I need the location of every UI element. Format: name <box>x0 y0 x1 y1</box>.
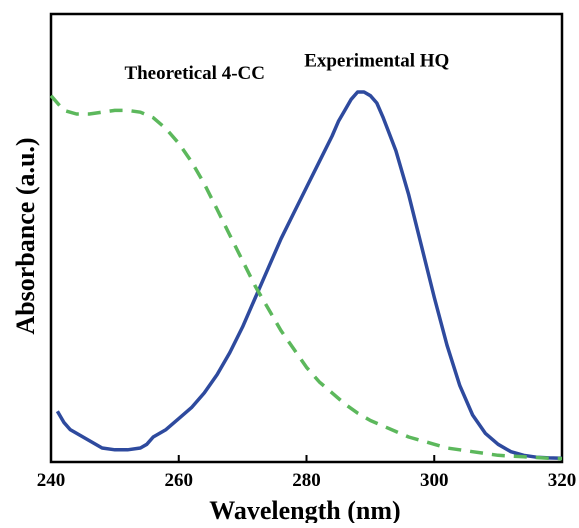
series-line-theoretical-4-cc <box>49 94 563 461</box>
series-line-experimental-hq <box>55 90 563 461</box>
x-axis-label: Wavelength (nm) <box>209 496 400 523</box>
series-lines <box>49 90 563 461</box>
x-tick-label: 280 <box>292 470 321 491</box>
y-axis-label: Absorbance (a.u.) <box>11 137 40 334</box>
series-annotation: Theoretical 4-CC <box>124 63 265 84</box>
x-tick-label: 240 <box>37 470 66 491</box>
x-tick-label: 260 <box>165 470 194 491</box>
series-annotation: Experimental HQ <box>304 50 449 71</box>
annotations: Theoretical 4-CC Experimental HQ <box>124 50 449 84</box>
x-tick-label: 320 <box>548 470 577 491</box>
x-ticks: 240 260 280 300 320 <box>37 455 577 491</box>
x-tick-label: 300 <box>420 470 449 491</box>
